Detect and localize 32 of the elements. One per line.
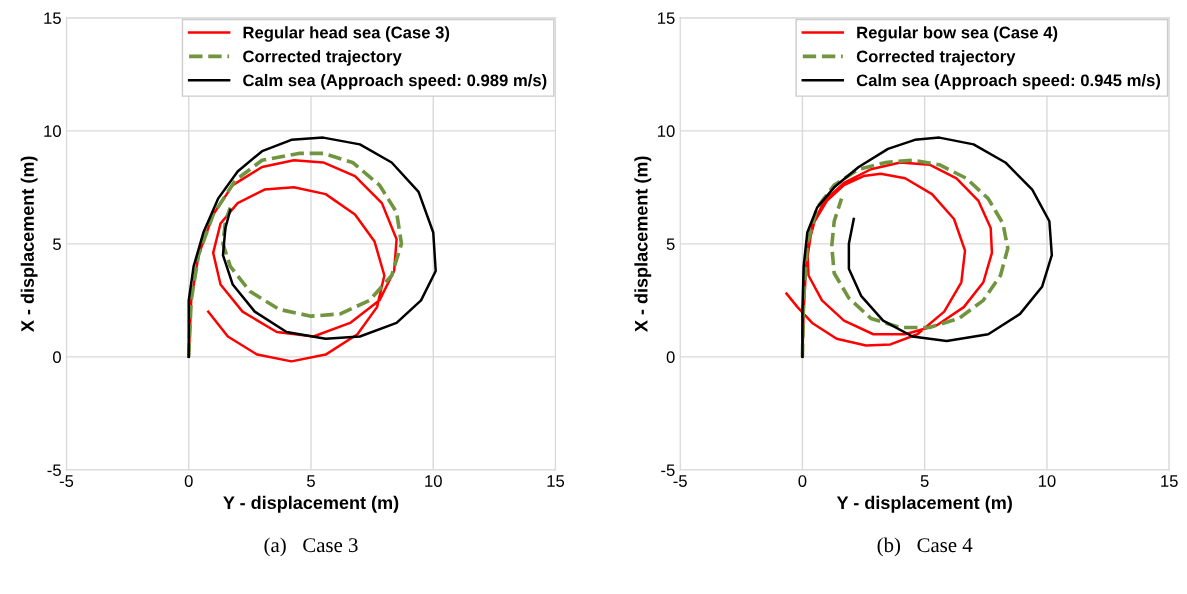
y-tick-label: 5 xyxy=(666,238,675,251)
y-tick-label: -5 xyxy=(661,464,675,477)
x-tick-label: 5 xyxy=(920,475,929,487)
line-series xyxy=(801,136,1054,359)
x-tick-label: 15 xyxy=(547,475,565,487)
y-tick-label: 10 xyxy=(658,125,675,138)
legend-label: Regular head sea (Case 3) xyxy=(243,26,450,42)
legend-label: Corrected trajectory xyxy=(243,50,402,66)
legend-label: Calm sea (Approach speed: 0.989 m/s) xyxy=(243,73,547,90)
text: (a) Case 3 xyxy=(264,537,358,557)
x-tick-label: 5 xyxy=(307,475,315,487)
text: (b) Case 4 xyxy=(877,537,973,557)
line-series xyxy=(187,136,437,359)
y-tick-label: 0 xyxy=(52,351,61,364)
y-tick-label: 0 xyxy=(666,351,675,364)
x-axis-title: Y - displacement (m) xyxy=(223,495,399,513)
y-tick-label: 15 xyxy=(44,12,61,25)
x-axis-title: Y - displacement (m) xyxy=(836,495,1012,513)
y-tick-label: -5 xyxy=(47,464,61,477)
x-tick-label: 0 xyxy=(798,475,807,487)
y-axis-title: X - displacement (m) xyxy=(634,156,652,332)
x-tick-label: 10 xyxy=(1038,475,1056,487)
x-tick-label: 0 xyxy=(184,475,193,487)
y-tick-label: 15 xyxy=(658,12,675,25)
y-tick-label: 10 xyxy=(44,125,61,138)
legend-label: Corrected trajectory xyxy=(856,50,1016,66)
legend-label: Regular bow sea (Case 4) xyxy=(857,26,1058,42)
y-axis-title: X - displacement (m) xyxy=(20,156,38,332)
x-tick-label: 15 xyxy=(1161,475,1178,487)
legend-label: Calm sea (Approach speed: 0.945 m/s) xyxy=(856,73,1161,90)
y-tick-label: 5 xyxy=(53,238,61,251)
x-tick-label: 10 xyxy=(425,475,442,487)
